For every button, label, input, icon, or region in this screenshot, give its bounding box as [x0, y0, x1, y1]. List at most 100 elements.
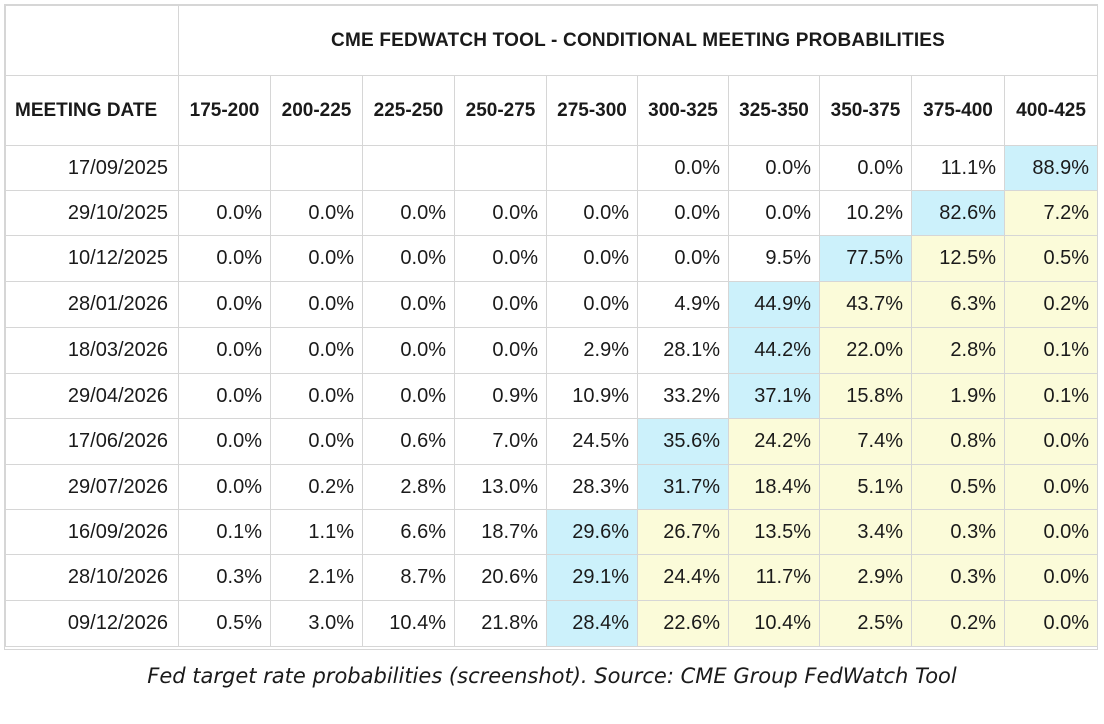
probability-cell: 0.0% [546, 281, 638, 328]
probability-cell: 22.6% [637, 600, 729, 647]
probability-cell: 0.0% [270, 281, 363, 328]
probability-cell: 0.0% [1003, 464, 1099, 510]
probability-cell [454, 145, 547, 191]
table-row: 29/04/2026 0.0% 0.0% 0.0% 0.9% 10.9% 33.2% 37.1… [5, 373, 1099, 419]
probability-cell: 26.7% [637, 509, 729, 555]
table-body: 17/09/2025 0.0% 0.0% 0.0% 11.1% 88.9% 29/10/20… [5, 145, 1099, 647]
range-header-325-350: 325-350 [728, 75, 820, 146]
meeting-date-cell: 17/09/2025 [5, 145, 179, 191]
probability-cell: 2.9% [546, 327, 638, 374]
probability-cell: 0.0% [362, 373, 455, 419]
probability-cell: 0.2% [911, 600, 1005, 647]
probability-cell: 18.4% [728, 464, 820, 510]
table-row: 17/06/2026 0.0% 0.0% 0.6% 7.0% 24.5% 35.6% 24.2… [5, 418, 1099, 465]
probability-cell: 0.0% [546, 190, 638, 236]
probability-cell: 33.2% [637, 373, 729, 419]
probability-cell: 24.5% [546, 418, 638, 465]
probability-cell: 3.0% [270, 600, 363, 647]
probability-cell: 0.1% [178, 509, 271, 555]
meeting-date-cell: 09/12/2026 [5, 600, 179, 647]
probability-cell: 1.1% [270, 509, 363, 555]
meeting-date-cell: 29/10/2025 [5, 190, 179, 236]
probability-cell: 0.0% [362, 281, 455, 328]
probability-cell: 0.3% [178, 554, 271, 601]
probability-cell: 24.2% [728, 418, 820, 465]
probability-cell: 37.1% [728, 373, 820, 419]
probability-cell: 5.1% [819, 464, 912, 510]
probability-cell: 12.5% [911, 235, 1005, 282]
range-header-350-375: 350-375 [819, 75, 912, 146]
probability-cell: 0.0% [270, 418, 363, 465]
probability-cell: 2.9% [819, 554, 912, 601]
probability-cell: 0.0% [178, 281, 271, 328]
probability-cell: 77.5% [819, 235, 912, 282]
probability-cell: 0.0% [1003, 418, 1099, 465]
probability-cell: 0.0% [178, 190, 271, 236]
probability-cell: 0.0% [546, 235, 638, 282]
probability-cell: 44.9% [728, 281, 820, 328]
probability-cell: 0.0% [1003, 600, 1099, 647]
probability-cell: 0.0% [728, 190, 820, 236]
probability-cell: 0.1% [1003, 327, 1099, 374]
probability-cell: 0.9% [454, 373, 547, 419]
title-row: CME FEDWATCH TOOL - CONDITIONAL MEETING … [5, 5, 1099, 76]
probability-cell: 0.0% [728, 145, 820, 191]
probability-cell: 0.0% [270, 190, 363, 236]
probability-cell: 21.8% [454, 600, 547, 647]
probability-cell: 3.4% [819, 509, 912, 555]
probability-cell: 31.7% [637, 464, 729, 510]
probability-cell: 7.2% [1003, 190, 1099, 236]
meeting-date-cell: 29/07/2026 [5, 464, 179, 510]
probability-cell: 28.4% [546, 600, 638, 647]
probability-cell: 2.8% [362, 464, 455, 510]
probability-cell: 0.0% [1003, 509, 1099, 555]
probability-cell: 0.3% [911, 509, 1005, 555]
probability-cell: 88.9% [1003, 145, 1099, 191]
range-header-250-275: 250-275 [454, 75, 547, 146]
table-row: 16/09/2026 0.1% 1.1% 6.6% 18.7% 29.6% 26.7% 13.… [5, 509, 1099, 555]
meeting-date-header: MEETING DATE [5, 75, 179, 146]
probability-cell: 28.1% [637, 327, 729, 374]
probability-cell: 44.2% [728, 327, 820, 374]
probability-cell: 0.0% [454, 327, 547, 374]
probability-cell: 0.5% [178, 600, 271, 647]
meeting-date-cell: 29/04/2026 [5, 373, 179, 419]
probability-cell: 0.0% [178, 373, 271, 419]
probability-cell: 7.4% [819, 418, 912, 465]
probability-cell: 8.7% [362, 554, 455, 601]
probability-cell: 35.6% [637, 418, 729, 465]
meeting-date-cell: 17/06/2026 [5, 418, 179, 465]
probability-cell: 0.2% [270, 464, 363, 510]
meeting-date-cell: 28/01/2026 [5, 281, 179, 328]
probability-cell: 0.6% [362, 418, 455, 465]
probability-cell: 0.0% [637, 145, 729, 191]
probability-cell: 13.5% [728, 509, 820, 555]
probability-cell: 0.0% [819, 145, 912, 191]
table-row: 28/01/2026 0.0% 0.0% 0.0% 0.0% 0.0% 4.9% 44.9% 4… [5, 281, 1099, 328]
probability-cell: 20.6% [454, 554, 547, 601]
probability-cell [362, 145, 455, 191]
probability-cell: 0.1% [1003, 373, 1099, 419]
probability-cell: 0.0% [454, 190, 547, 236]
probability-cell: 2.8% [911, 327, 1005, 374]
probability-cell: 29.1% [546, 554, 638, 601]
probability-cell: 28.3% [546, 464, 638, 510]
table-row: 18/03/2026 0.0% 0.0% 0.0% 0.0% 2.9% 28.1% 44.2%… [5, 327, 1099, 374]
range-header-200-225: 200-225 [270, 75, 363, 146]
probability-cell: 0.0% [637, 190, 729, 236]
probability-cell: 9.5% [728, 235, 820, 282]
probability-cell: 0.5% [1003, 235, 1099, 282]
probability-cell: 2.1% [270, 554, 363, 601]
probability-cell: 0.0% [362, 327, 455, 374]
range-header-275-300: 275-300 [546, 75, 638, 146]
range-header-400-425: 400-425 [1003, 75, 1099, 146]
probability-cell: 0.0% [178, 235, 271, 282]
probability-cell: 13.0% [454, 464, 547, 510]
probability-cell: 10.9% [546, 373, 638, 419]
probabilities-table: CME FEDWATCH TOOL - CONDITIONAL MEETING … [5, 5, 1099, 647]
probability-cell: 15.8% [819, 373, 912, 419]
probability-cell: 0.5% [911, 464, 1005, 510]
probability-cell [178, 145, 271, 191]
probability-cell: 0.0% [637, 235, 729, 282]
probability-cell: 0.3% [911, 554, 1005, 601]
